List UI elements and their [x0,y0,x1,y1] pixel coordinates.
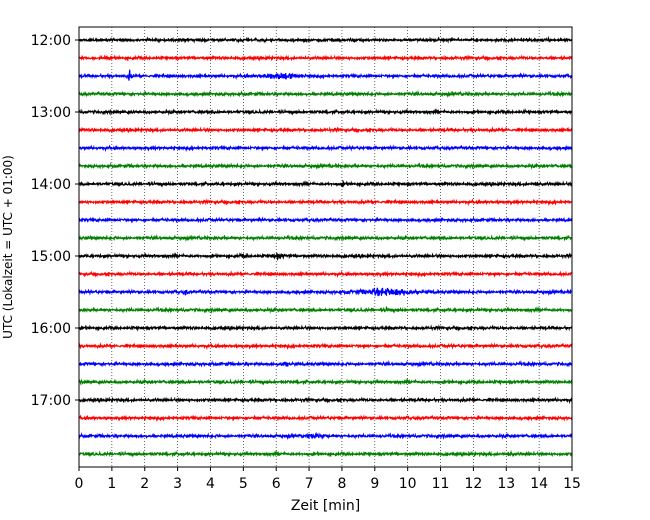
grid-lines [111,27,540,467]
trace-14:00 [78,179,573,188]
x-tick-label: 10 [399,476,417,492]
x-tick-label: 6 [272,476,281,492]
x-tick-label: 5 [239,476,248,492]
x-tick-label: 9 [370,476,379,492]
trace-15:30 [78,287,573,297]
y-tick-label: 16:00 [31,321,71,337]
trace-13:00 [78,107,573,116]
trace-16:30 [78,359,573,368]
trace-15:45 [78,306,573,314]
trace-12:30 [78,69,573,81]
trace-17:45 [78,449,573,458]
y-axis: 12:00 13:00 14:00 15:00 16:00 17:00 [31,33,79,409]
trace-16:45 [78,378,573,386]
x-axis: 0 1 2 3 4 5 6 7 8 9 10 11 12 13 14 15 [75,467,581,492]
trace-17:00 [78,396,573,405]
x-tick-label: 0 [75,476,84,492]
trace-16:00 [78,324,573,332]
y-tick-label: 12:00 [31,33,71,49]
trace-15:00 [78,252,573,261]
x-tick-label: 11 [432,476,450,492]
x-tick-label: 14 [530,476,548,492]
trace-16:15 [78,342,573,351]
trace-14:45 [78,233,573,242]
x-tick-label: 3 [173,476,182,492]
y-tick-label: 17:00 [31,393,71,409]
trace-12:45 [78,89,573,98]
trace-13:15 [78,126,573,134]
traces [78,35,573,458]
y-tick-label: 14:00 [31,177,71,193]
x-tick-label: 1 [107,476,116,492]
trace-13:30 [78,144,573,153]
y-tick-label: 15:00 [31,249,71,265]
trace-14:30 [78,216,573,224]
x-tick-label: 12 [464,476,482,492]
x-tick-label: 15 [563,476,581,492]
x-tick-label: 8 [337,476,346,492]
x-tick-label: 2 [140,476,149,492]
trace-14:15 [78,198,573,207]
x-tick-label: 7 [305,476,314,492]
y-tick-label: 13:00 [31,105,71,121]
trace-15:15 [78,270,573,279]
y-axis-label: UTC (Lokalzeit = UTC + 01:00) [1,155,15,339]
trace-17:30 [78,431,573,440]
trace-17:15 [78,414,573,423]
x-tick-label: 13 [497,476,515,492]
x-tick-label: 4 [206,476,215,492]
x-axis-label: Zeit [min] [291,498,360,514]
plot-frame [78,26,573,468]
trace-12:15 [78,54,573,62]
trace-12:00 [78,35,573,44]
trace-13:45 [78,162,573,170]
